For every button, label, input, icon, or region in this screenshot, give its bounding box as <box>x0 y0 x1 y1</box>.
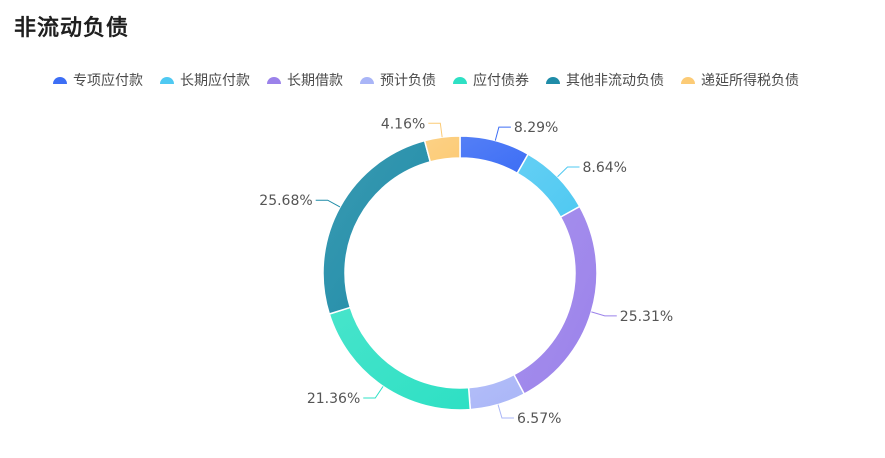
donut-slice[interactable] <box>467 373 526 411</box>
legend-swatch <box>681 76 695 84</box>
legend-swatch <box>267 76 281 84</box>
legend-item-zhuanxiang[interactable]: 专项应付款 <box>53 70 143 90</box>
leader-line <box>363 386 384 399</box>
data-label: 25.68% <box>259 193 312 209</box>
data-label: 8.64% <box>583 160 627 176</box>
legend-label: 长期借款 <box>287 73 343 89</box>
legend-item-yuji-fuzhai[interactable]: 预计负债 <box>360 70 436 90</box>
donut-slice[interactable] <box>322 139 432 315</box>
legend-label: 应付债券 <box>473 73 529 89</box>
legend-swatch <box>160 76 174 84</box>
legend-label: 专项应付款 <box>73 73 143 89</box>
chart-title: 非流动负债 <box>14 16 130 41</box>
legend-swatch <box>53 76 67 84</box>
legend-label: 长期应付款 <box>180 73 250 89</box>
data-label: 25.31% <box>620 309 673 325</box>
leader-line <box>497 404 514 419</box>
leader-line <box>591 311 617 317</box>
leader-line <box>494 126 511 141</box>
legend-label: 递延所得税负债 <box>701 73 799 89</box>
legend-item-changqi-yingfu[interactable]: 长期应付款 <box>160 70 250 90</box>
legend: 专项应付款 长期应付款 长期借款 预计负债 应付债券 其他非流动负债 递延所得税… <box>53 70 799 90</box>
donut-slice[interactable] <box>516 153 581 219</box>
donut-slice[interactable] <box>423 135 461 163</box>
data-label: 6.57% <box>517 411 561 427</box>
leader-line <box>315 199 341 208</box>
legend-label: 其他非流动负债 <box>566 73 664 89</box>
leader-line <box>428 122 443 138</box>
legend-item-qita[interactable]: 其他非流动负债 <box>546 70 664 90</box>
legend-swatch <box>453 76 467 84</box>
data-label: 8.29% <box>514 120 558 136</box>
legend-item-diyan-suodeshui[interactable]: 递延所得税负债 <box>681 70 799 90</box>
legend-swatch <box>546 76 560 84</box>
data-label: 21.36% <box>307 391 360 407</box>
donut-slice[interactable] <box>459 135 530 175</box>
legend-item-changqi-jiekuan[interactable]: 长期借款 <box>267 70 343 90</box>
legend-label: 预计负债 <box>380 73 436 89</box>
leader-line <box>557 166 580 178</box>
legend-item-yingfu-zhaiquan[interactable]: 应付债券 <box>453 70 529 90</box>
data-label: 4.16% <box>381 116 425 132</box>
legend-swatch <box>360 76 374 84</box>
donut-slice[interactable] <box>512 205 598 396</box>
